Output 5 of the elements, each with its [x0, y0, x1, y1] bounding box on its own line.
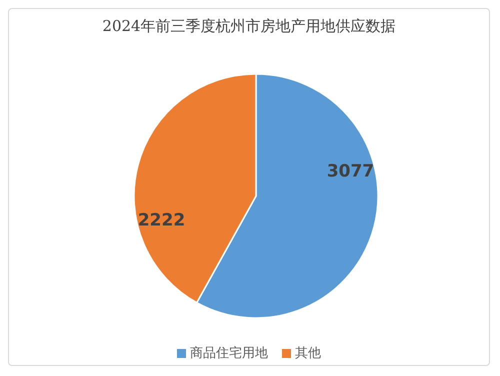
data-label: 2222: [138, 210, 186, 230]
data-label: 3077: [326, 162, 374, 182]
legend-label: 商品住宅用地: [190, 345, 268, 362]
legend-label: 其他: [295, 345, 321, 362]
chart-title: 2024年前三季度杭州市房地产用地供应数据: [101, 17, 397, 37]
